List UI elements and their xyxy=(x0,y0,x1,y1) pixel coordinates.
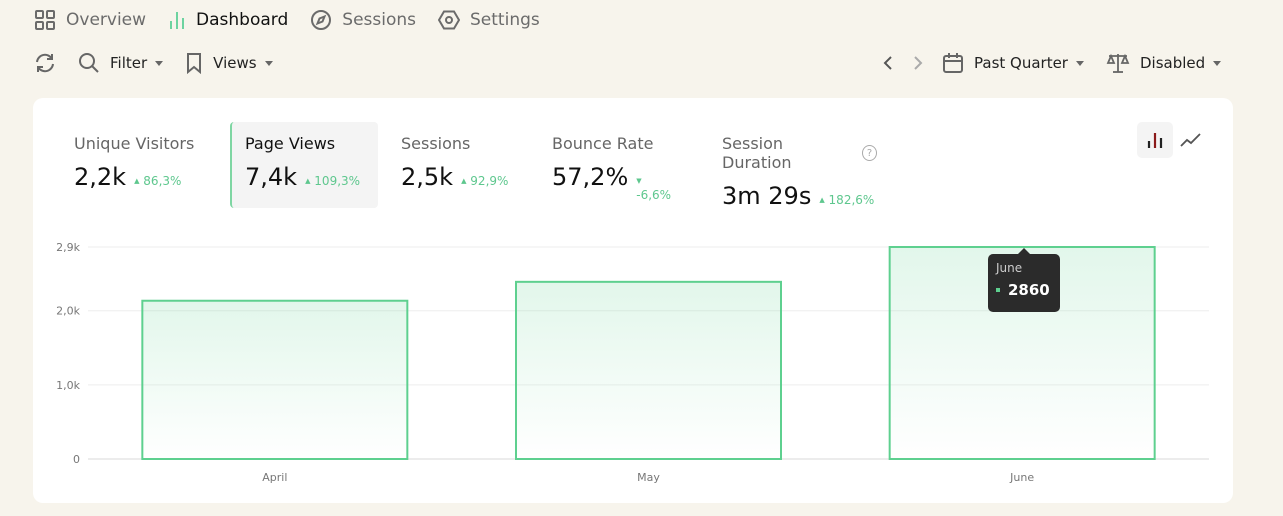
metric-value: 2,5k xyxy=(401,163,454,191)
x-tick-label: April xyxy=(262,471,287,484)
x-tick-label: June xyxy=(1009,471,1034,484)
page-views-chart: 0 1,0k 2,0k 2,9k April May June xyxy=(56,241,1209,484)
y-tick-label: 2,0k xyxy=(56,305,80,318)
prev-period-button[interactable] xyxy=(880,53,896,73)
help-icon[interactable]: ? xyxy=(862,145,877,161)
nav-dashboard[interactable]: Dashboard xyxy=(168,8,288,32)
metric-label: Session Duration xyxy=(722,134,792,172)
series-marker xyxy=(996,288,1000,292)
metric-value: 3m 29s xyxy=(722,182,812,210)
tooltip-value: 2860 xyxy=(1008,281,1050,299)
metric-value: 2,2k xyxy=(74,163,127,191)
scale-icon xyxy=(1106,53,1130,73)
metric-delta: ▼ -6,6% xyxy=(636,174,677,202)
filter-label: Filter xyxy=(110,54,148,72)
compare-label: Disabled xyxy=(1139,54,1206,72)
arrow-up-icon: ▲ xyxy=(819,196,825,204)
line-chart-toggle[interactable] xyxy=(1173,122,1209,158)
metric-delta: ▲ 92,9% xyxy=(461,174,508,188)
nav-label: Overview xyxy=(66,10,147,30)
metric-label: Unique Visitors xyxy=(74,134,195,153)
delta-text: 92,9% xyxy=(470,174,509,188)
bar-chart-icon xyxy=(170,12,185,29)
metric-tab[interactable]: Unique Visitors 2,2k ▲ 86,3% xyxy=(61,122,211,208)
delta-text: 182,6% xyxy=(828,193,875,207)
calendar-icon xyxy=(943,53,963,73)
main-nav: Overview Dashboard Sessions Settings xyxy=(34,8,540,32)
nav-label: Dashboard xyxy=(196,10,289,30)
period-dropdown[interactable]: Past Quarter xyxy=(942,52,1084,74)
metric-value: 57,2% xyxy=(552,163,629,191)
next-period-button[interactable] xyxy=(910,53,926,73)
chevron-left-icon xyxy=(883,56,892,70)
y-tick-label: 1,0k xyxy=(56,379,80,392)
nav-label: Sessions xyxy=(342,10,417,30)
filter-dropdown[interactable]: Filter xyxy=(78,52,164,74)
arrow-up-icon: ▲ xyxy=(461,177,467,185)
grid-icon xyxy=(35,10,55,30)
refresh-button[interactable] xyxy=(34,52,56,74)
tooltip-month: June xyxy=(996,261,1023,275)
toolbar-right: Past Quarter Disabled xyxy=(880,52,1243,74)
metric-delta: ▲ 182,6% xyxy=(819,193,874,207)
metric-label: Page Views xyxy=(245,134,336,153)
metric-label: Bounce Rate xyxy=(552,134,654,153)
nav-label: Settings xyxy=(470,10,540,30)
caret-down-icon xyxy=(1075,60,1084,66)
y-tick-label: 0 xyxy=(73,453,80,466)
chart-tooltip: June 2860 xyxy=(988,248,1060,312)
line-chart-icon xyxy=(1180,133,1201,147)
delta-text: -6,6% xyxy=(636,188,672,202)
bar[interactable] xyxy=(515,280,782,460)
search-icon xyxy=(79,53,99,73)
bar-chart-toggle[interactable] xyxy=(1137,122,1173,158)
compass-icon xyxy=(311,10,332,30)
nav-settings[interactable]: Settings xyxy=(438,8,540,32)
metric-delta: ▲ 86,3% xyxy=(134,174,181,188)
bar[interactable] xyxy=(141,299,409,460)
caret-down-icon xyxy=(1213,60,1222,66)
views-label: Views xyxy=(213,54,257,72)
y-tick-label: 2,9k xyxy=(56,241,80,254)
delta-text: 109,3% xyxy=(314,174,361,188)
analytics-card: Unique Visitors 2,2k ▲ 86,3% Page Views 7,… xyxy=(33,98,1233,503)
metric-label: Sessions xyxy=(401,134,471,153)
arrow-down-icon: ▼ xyxy=(636,177,642,185)
metric-tab[interactable]: Bounce Rate 57,2% ▼ -6,6% xyxy=(539,122,689,208)
refresh-icon xyxy=(36,53,54,73)
views-dropdown[interactable]: Views xyxy=(185,52,273,74)
caret-down-icon xyxy=(155,60,164,66)
arrow-up-icon: ▲ xyxy=(305,177,311,185)
bookmark-icon xyxy=(187,53,202,74)
x-tick-label: May xyxy=(637,471,660,484)
nav-sessions[interactable]: Sessions xyxy=(310,8,416,32)
delta-text: 86,3% xyxy=(143,174,182,188)
toolbar-left: Filter Views xyxy=(34,52,295,74)
metric-delta: ▲ 109,3% xyxy=(305,174,360,188)
bar-chart-icon xyxy=(1147,133,1163,148)
metric-tab[interactable]: Session Duration? 3m 29s ▲ 182,6% xyxy=(709,122,889,210)
compare-dropdown[interactable]: Disabled xyxy=(1106,52,1222,74)
arrow-up-icon: ▲ xyxy=(134,177,140,185)
period-label: Past Quarter xyxy=(974,54,1068,72)
nav-overview[interactable]: Overview xyxy=(34,8,146,32)
metric-value: 7,4k xyxy=(245,163,298,191)
chevron-right-icon xyxy=(914,56,923,70)
hexagon-settings-icon xyxy=(438,10,461,30)
caret-down-icon xyxy=(264,60,273,66)
metric-tab[interactable]: Sessions 2,5k ▲ 92,9% xyxy=(388,122,523,208)
metric-tab[interactable]: Page Views 7,4k ▲ 109,3% xyxy=(230,122,378,208)
